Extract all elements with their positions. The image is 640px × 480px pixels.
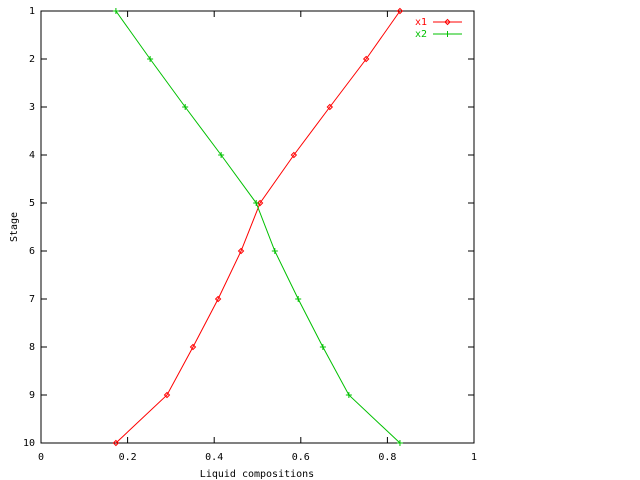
point-marker (290, 151, 298, 159)
plot-border (40, 10, 475, 444)
point-marker (112, 439, 120, 447)
point-marker (112, 8, 119, 14)
series-line (115, 10, 401, 444)
y-tick-label: 10 (23, 438, 35, 449)
point-marker (237, 247, 245, 255)
y-axis-label: Stage (9, 212, 20, 242)
point-marker (218, 152, 225, 158)
y-tick-label: 4 (29, 150, 35, 161)
x-tick-label: 0.6 (292, 452, 310, 463)
x-tick-label: 0.2 (119, 452, 137, 463)
y-tick-label: 1 (29, 6, 35, 17)
point-marker (214, 295, 222, 303)
point-marker (295, 296, 302, 302)
point-marker (396, 7, 404, 15)
point-marker (256, 199, 264, 207)
point-marker (319, 344, 326, 350)
y-tick-label: 6 (29, 246, 35, 257)
series-line (115, 10, 401, 444)
point-marker (362, 55, 370, 63)
legend-label: x2 (415, 29, 427, 40)
y-tick-label: 2 (29, 54, 35, 65)
legend-label: x1 (415, 17, 427, 28)
x-tick-label: 1 (471, 452, 477, 463)
point-marker (253, 200, 260, 206)
point-marker (396, 440, 403, 446)
point-marker (182, 104, 189, 110)
point-marker (189, 343, 197, 351)
point-marker (345, 392, 352, 398)
x-tick-label: 0.4 (205, 452, 223, 463)
x-tick-label: 0 (38, 452, 44, 463)
y-tick-label: 7 (29, 294, 35, 305)
y-tick-label: 3 (29, 102, 35, 113)
point-marker (147, 56, 154, 62)
y-tick-label: 8 (29, 342, 35, 353)
point-marker (444, 31, 451, 37)
point-marker (326, 103, 334, 111)
point-marker (271, 248, 278, 254)
y-tick-label: 5 (29, 198, 35, 209)
point-marker (163, 391, 171, 399)
y-tick-label: 9 (29, 390, 35, 401)
x-tick-label: 0.8 (378, 452, 396, 463)
x-axis-label: Liquid compositions (200, 469, 314, 480)
point-marker (444, 18, 451, 26)
